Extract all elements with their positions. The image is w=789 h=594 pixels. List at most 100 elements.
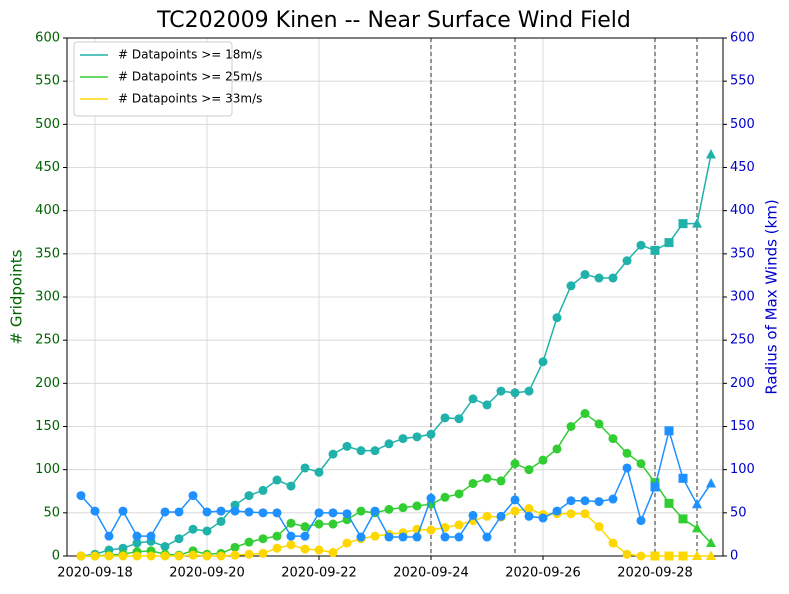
marker (412, 532, 422, 542)
marker (188, 491, 198, 501)
marker (370, 446, 380, 456)
marker (650, 245, 660, 255)
marker (482, 511, 492, 521)
marker (608, 273, 618, 283)
marker (566, 281, 576, 291)
marker (328, 548, 338, 558)
marker (468, 394, 478, 404)
marker (468, 478, 478, 488)
marker (706, 537, 716, 548)
marker (76, 491, 86, 501)
marker (76, 551, 86, 561)
y-tick-label: 200 (35, 376, 60, 391)
series-line (80, 154, 712, 557)
marker (482, 400, 492, 410)
marker (314, 545, 324, 555)
marker (398, 532, 408, 542)
marker (174, 507, 184, 517)
marker (580, 270, 590, 280)
marker (608, 434, 618, 444)
marker (636, 516, 646, 526)
marker (328, 449, 338, 459)
marker (580, 496, 590, 506)
marker (566, 422, 576, 431)
x-tick-label: 2020-09-26 (505, 566, 581, 581)
marker (202, 507, 212, 517)
marker (678, 473, 688, 483)
y-tick-label: 550 (35, 74, 60, 89)
marker (496, 386, 506, 396)
y2-tick-label: 100 (730, 462, 755, 477)
marker (216, 551, 226, 561)
y2-tick-label: 300 (730, 290, 755, 305)
marker (524, 386, 534, 396)
marker (370, 506, 380, 516)
marker (524, 465, 534, 475)
marker (90, 551, 100, 561)
y-tick-label: 150 (35, 419, 60, 434)
marker (524, 511, 534, 521)
marker (440, 413, 450, 423)
marker (244, 537, 254, 547)
marker (104, 551, 114, 561)
y2-tick-label: 500 (730, 117, 755, 132)
marker (426, 429, 436, 439)
marker (272, 508, 282, 518)
marker (90, 506, 100, 516)
marker (468, 510, 478, 520)
legend-label: # Datapoints >= 25m/s (118, 70, 262, 84)
y-tick-label: 300 (35, 290, 60, 305)
marker (146, 531, 156, 541)
marker (342, 441, 352, 451)
x-tick-label: 2020-09-24 (393, 566, 469, 581)
marker (118, 551, 128, 561)
marker (664, 551, 674, 561)
x-tick-label: 2020-09-20 (169, 566, 245, 581)
marker (300, 531, 310, 541)
marker (160, 542, 170, 552)
marker (454, 414, 464, 424)
marker (384, 504, 394, 514)
y2-tick-label: 200 (730, 376, 755, 391)
marker (566, 509, 576, 519)
y2-tick-label: 400 (730, 203, 755, 218)
x-tick-label: 2020-09-28 (617, 566, 693, 581)
marker (118, 506, 128, 516)
marker (482, 473, 492, 483)
y-tick-label: 450 (35, 160, 60, 175)
y2-tick-label: 0 (730, 549, 738, 564)
marker (146, 551, 156, 561)
y2-tick-label: 50 (730, 505, 747, 520)
marker (174, 534, 184, 544)
y2-tick-label: 550 (730, 74, 755, 89)
marker (552, 444, 562, 454)
marker (608, 494, 618, 504)
marker (272, 475, 282, 485)
marker (538, 357, 548, 367)
marker (510, 388, 520, 398)
marker (356, 446, 366, 456)
marker (286, 481, 296, 491)
marker (440, 492, 450, 502)
marker (398, 434, 408, 444)
marker (398, 503, 408, 513)
marker (594, 273, 604, 283)
marker (510, 495, 520, 505)
y-axis-label: # Gridpoints (8, 249, 26, 344)
marker (496, 511, 506, 521)
marker (370, 531, 380, 541)
marker (454, 532, 464, 542)
y-tick-label: 400 (35, 203, 60, 218)
marker (636, 459, 646, 469)
marker (216, 516, 226, 526)
marker (258, 534, 268, 544)
marker (174, 551, 184, 561)
marker (286, 518, 296, 528)
series-line (81, 507, 711, 557)
marker (622, 448, 632, 458)
marker (356, 506, 366, 516)
marker (510, 506, 520, 516)
marker (160, 507, 170, 517)
marker (188, 550, 198, 560)
marker (552, 506, 562, 516)
